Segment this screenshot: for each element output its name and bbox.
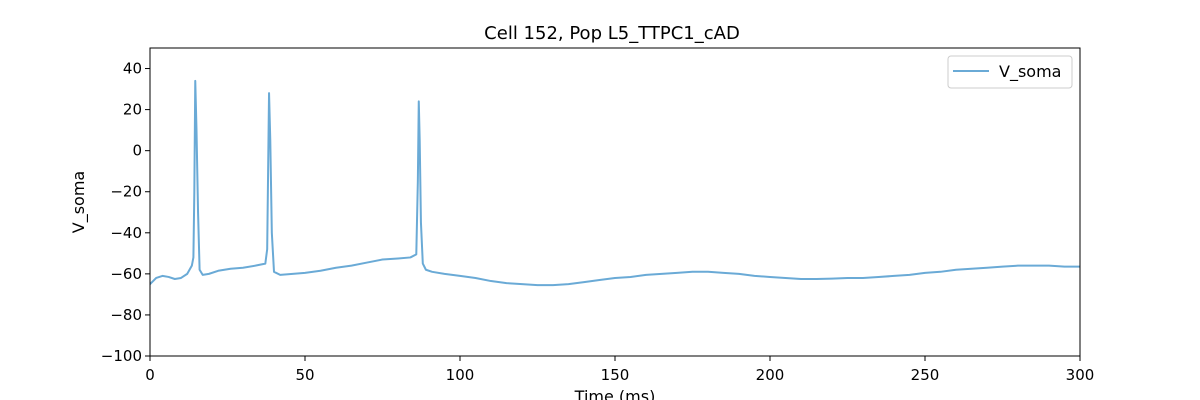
- y-axis-label: V_soma: [69, 171, 89, 233]
- x-tick-label: 100: [446, 366, 475, 384]
- series-layer: [150, 79, 1080, 287]
- series-line-v-soma: [150, 79, 1080, 287]
- plot-area-frame: [149, 47, 1081, 357]
- legend-box: [947, 55, 1073, 89]
- y-tick-label: −20: [110, 183, 142, 201]
- y-tick-label: 20: [123, 101, 142, 119]
- legend-label-v-soma: V_soma: [999, 62, 1061, 82]
- x-axis-ticks: 0 50 100 150 200 250 300: [145, 356, 1094, 384]
- y-tick-label: −100: [101, 347, 142, 365]
- x-tick-label: 150: [601, 366, 630, 384]
- y-tick-label: 40: [123, 60, 142, 78]
- x-axis-label: Time (ms): [574, 387, 656, 400]
- y-tick-label: −60: [110, 265, 142, 283]
- x-tick-label: 250: [911, 366, 940, 384]
- y-tick-label: −40: [110, 224, 142, 242]
- x-tick-label: 50: [295, 366, 314, 384]
- y-tick-label: −80: [110, 306, 142, 324]
- y-axis-ticks: −100 −80 −60 −40 −20 0 20 40: [101, 60, 150, 365]
- x-tick-label: 300: [1066, 366, 1095, 384]
- x-tick-label: 200: [756, 366, 785, 384]
- x-tick-label: 0: [145, 366, 155, 384]
- y-tick-label: 0: [132, 142, 142, 160]
- chart-title: Cell 152, Pop L5_TTPC1_cAD: [484, 23, 740, 44]
- legend: V_soma: [947, 55, 1073, 89]
